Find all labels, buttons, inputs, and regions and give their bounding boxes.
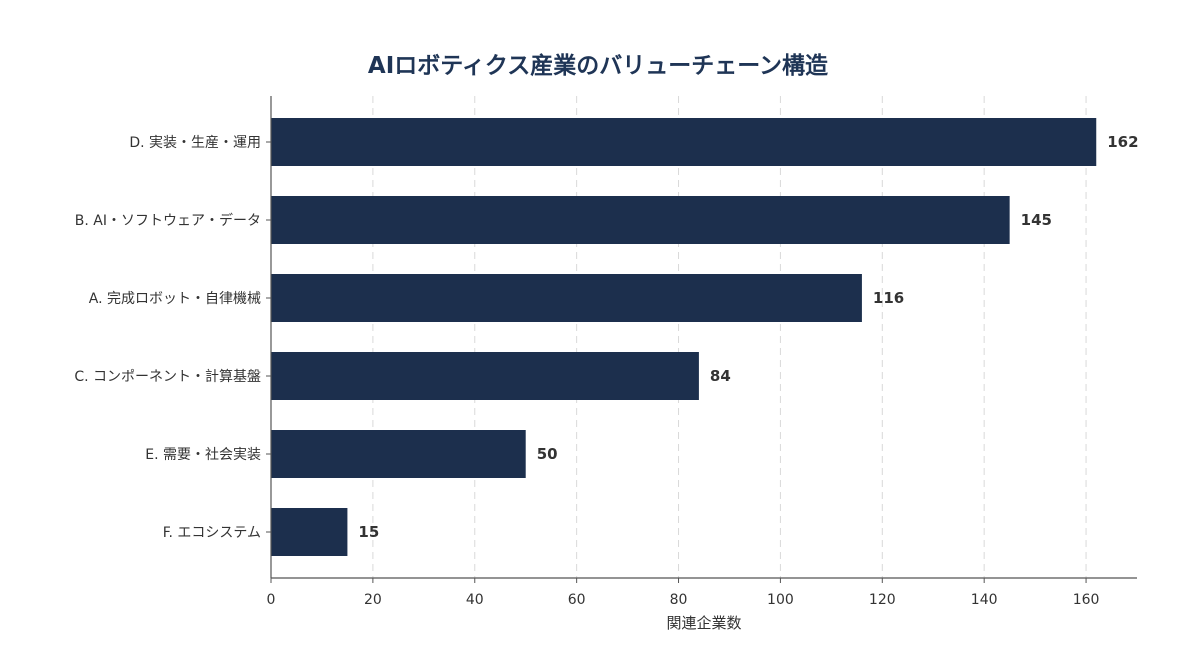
x-tick-label: 20 — [364, 592, 382, 608]
bars — [271, 118, 1097, 556]
value-labels: 162 145 116 84 50 15 — [358, 133, 1138, 541]
x-tick-label: 120 — [869, 592, 896, 608]
x-tick-label: 40 — [466, 592, 484, 608]
bar — [271, 118, 1097, 166]
category-labels: D. 実装・生産・運用 B. AI・ソフトウェア・データ A. 完成ロボット・自律機… — [74, 135, 261, 541]
category-label: F. エコシステム — [163, 525, 261, 541]
x-tick-label: 60 — [568, 592, 586, 608]
bar-value-label: 84 — [710, 367, 731, 385]
bar-value-label: 116 — [873, 289, 904, 307]
x-tick-label: 160 — [1073, 592, 1100, 608]
bar-value-label: 162 — [1107, 133, 1138, 151]
bar-value-label: 50 — [537, 445, 558, 463]
bar — [271, 196, 1010, 244]
bar — [271, 430, 526, 478]
category-label: A. 完成ロボット・自律機械 — [89, 291, 261, 307]
x-axis-title: 関連企業数 — [666, 614, 741, 632]
axes: 0 20 40 60 80 100 120 140 160 — [266, 96, 1137, 608]
category-label: B. AI・ソフトウェア・データ — [75, 212, 261, 229]
category-label: C. コンポーネント・計算基盤 — [74, 368, 261, 385]
bar-value-label: 145 — [1021, 211, 1052, 229]
x-tick-label: 0 — [267, 592, 276, 608]
grid-lines — [372, 96, 1087, 578]
category-label: D. 実装・生産・運用 — [129, 135, 261, 151]
x-tick-label: 100 — [767, 592, 794, 608]
bar — [271, 508, 348, 556]
x-tick-label: 80 — [670, 592, 688, 608]
bar — [271, 274, 862, 322]
chart-title: AIロボティクス産業のバリューチェーン構造 — [368, 52, 829, 79]
category-label: E. 需要・社会実装 — [145, 447, 261, 463]
bar — [271, 352, 699, 400]
bar-value-label: 15 — [358, 523, 379, 541]
x-tick-label: 140 — [971, 592, 998, 608]
